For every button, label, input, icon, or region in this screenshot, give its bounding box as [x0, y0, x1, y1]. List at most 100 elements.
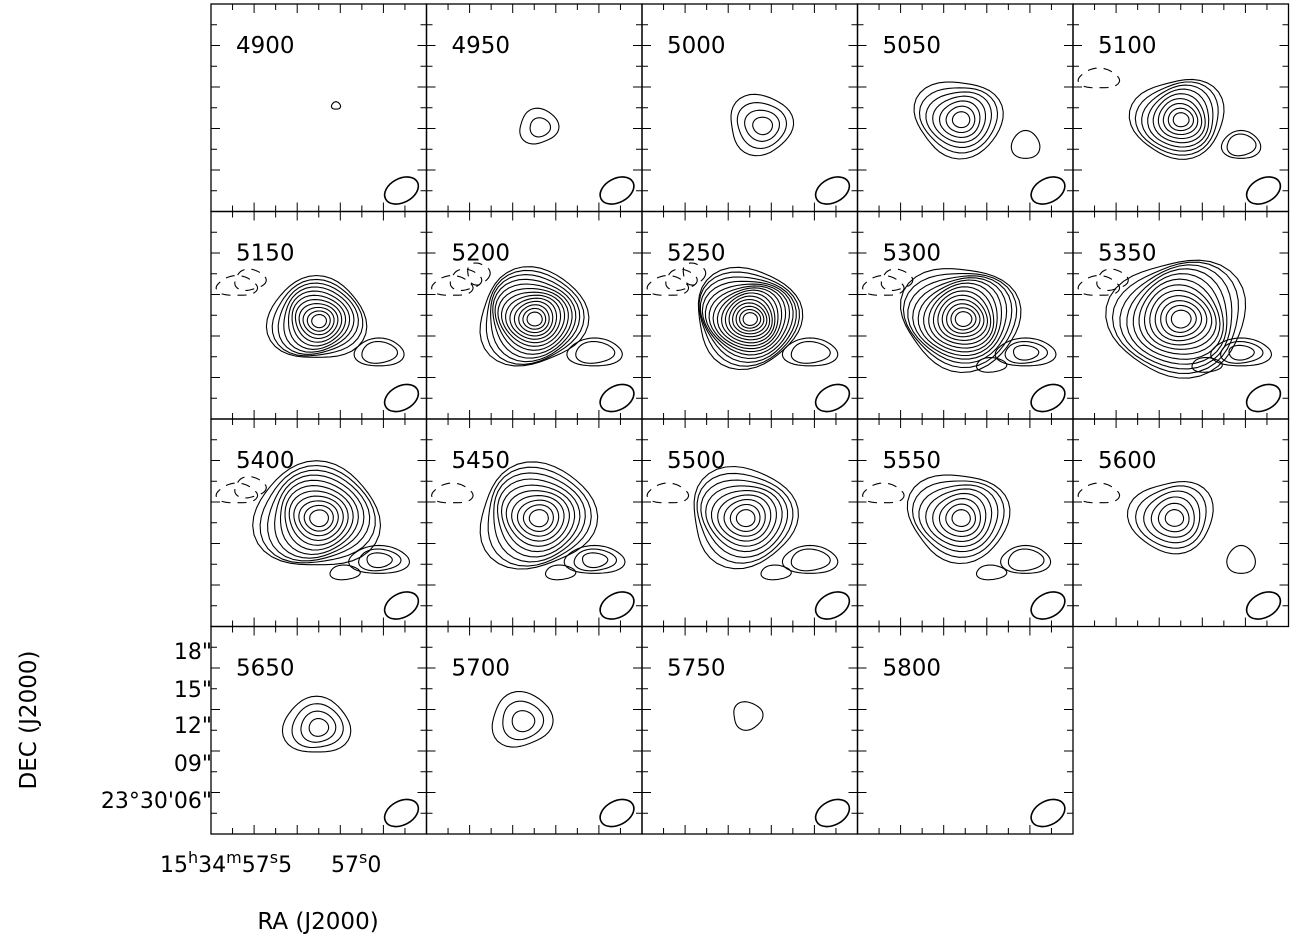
contour-line	[306, 310, 331, 332]
channel-label: 5100	[1098, 33, 1157, 59]
contour-line	[522, 504, 554, 532]
contour-line	[1105, 259, 1247, 379]
beam-ellipse	[599, 591, 635, 620]
contour-line	[526, 311, 543, 327]
beam-ellipse	[383, 383, 420, 413]
channel-label: 5350	[1098, 241, 1157, 267]
contour-line	[348, 544, 411, 574]
contour-line	[303, 504, 334, 532]
negative-contour	[646, 482, 690, 504]
contour-line	[1138, 278, 1221, 355]
contour-line	[733, 701, 764, 731]
channel-label: 5150	[236, 241, 295, 267]
x-tick-label: 15h34m57s5	[160, 848, 292, 878]
contour-line	[528, 509, 549, 528]
contour-line	[1220, 340, 1264, 364]
contour-line	[975, 357, 1008, 373]
contour-line	[1143, 284, 1217, 350]
contour-line	[716, 289, 779, 347]
contour-line	[511, 710, 536, 733]
contour-line	[951, 111, 971, 129]
beam-ellipse	[599, 383, 635, 413]
channel-label: 5750	[667, 656, 726, 682]
contour-line	[937, 294, 989, 341]
contour-line	[790, 340, 831, 364]
x-tick-label: 57s0	[331, 848, 381, 878]
negative-contour	[646, 274, 690, 296]
beam-ellipse	[383, 176, 420, 205]
contour-line	[1007, 548, 1045, 572]
negative-contour	[1096, 268, 1129, 292]
negative-contour	[449, 268, 483, 292]
contour-line	[505, 490, 570, 547]
contour-line	[302, 306, 335, 336]
contour-line	[505, 294, 562, 344]
contour-line	[732, 302, 768, 335]
beam-ellipse	[814, 176, 851, 205]
channel-label: 5000	[667, 33, 726, 59]
channel-panel: 5300	[856, 210, 1074, 420]
contour-line	[730, 93, 795, 157]
contour-line	[945, 503, 976, 532]
beam-ellipse	[814, 383, 851, 413]
contour-line	[1134, 81, 1219, 156]
channel-label: 5700	[452, 656, 511, 682]
contour-line	[496, 478, 581, 558]
contour-line	[1157, 97, 1203, 140]
channel-panel: 5550	[856, 418, 1074, 628]
channel-panel: 5000	[641, 3, 859, 213]
contour-line	[925, 488, 993, 547]
contour-line	[742, 312, 758, 326]
contour-line	[1126, 480, 1214, 555]
contour-line	[293, 495, 344, 542]
contour-line	[918, 484, 999, 553]
negative-contour	[234, 268, 267, 292]
y-tick-label: 15"	[174, 678, 212, 703]
channel-panel: 5800	[856, 625, 1074, 835]
contour-line	[1165, 304, 1197, 333]
contour-line	[267, 469, 371, 562]
channel-panel: 5650	[210, 625, 428, 835]
negative-contour	[431, 274, 474, 296]
contour-line	[291, 294, 347, 347]
contour-line	[522, 307, 547, 330]
contour-line	[700, 479, 789, 558]
contour-line	[491, 690, 554, 748]
beam-ellipse	[383, 798, 420, 828]
channel-panels: 4900 4950 5000 5050 5100 5150 5200 5250 5300 5350…	[210, 3, 1290, 835]
contour-line	[492, 278, 577, 359]
contour-line	[900, 268, 1022, 374]
channel-panel: 5400	[210, 418, 428, 628]
contour-line	[259, 464, 376, 564]
negative-contour	[862, 482, 905, 504]
contour-line	[1226, 133, 1257, 157]
contour-line	[1191, 357, 1223, 373]
contour-line	[735, 509, 756, 528]
contour-line	[1010, 129, 1041, 159]
channel-label: 5300	[883, 241, 942, 267]
contour-line	[951, 509, 971, 527]
contour-line	[283, 286, 355, 353]
negative-contour	[431, 482, 474, 504]
contour-line	[294, 299, 343, 343]
contour-line	[287, 290, 351, 350]
contour-line	[1147, 88, 1210, 148]
channel-panel: 4900	[210, 3, 428, 213]
contour-line	[928, 286, 995, 349]
channel-label: 5500	[667, 448, 726, 474]
channel-label: 4900	[236, 33, 295, 59]
contour-line	[950, 307, 977, 331]
contour-line	[563, 544, 626, 574]
contour-line	[544, 564, 577, 581]
contour-line	[1152, 93, 1206, 144]
y-tick-label: 12"	[174, 714, 212, 739]
channel-panel: 5700	[425, 625, 643, 835]
y-tick-labels: 18" 15" 12" 09" 23°30'06"	[101, 640, 212, 814]
contour-line	[516, 499, 560, 537]
contour-line	[1160, 300, 1203, 338]
contour-line	[923, 282, 998, 353]
channel-label: 5800	[883, 656, 942, 682]
contour-line	[1132, 273, 1224, 360]
contour-line	[279, 479, 359, 556]
